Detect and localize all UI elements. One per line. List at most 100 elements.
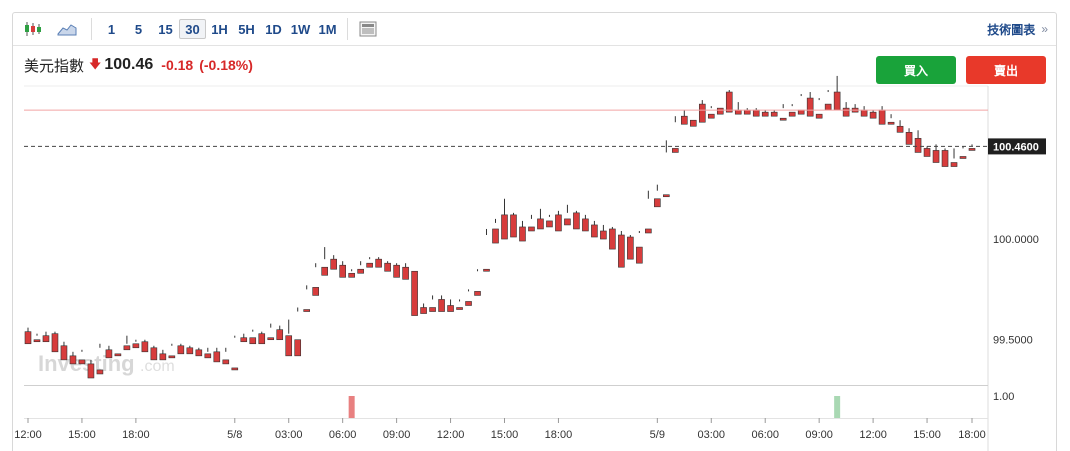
x-tick-label: 09:00 [805, 429, 833, 441]
candle-body [312, 287, 319, 296]
candle-body [788, 111, 796, 117]
candle-body [546, 220, 553, 228]
candle [860, 106, 868, 117]
candle [528, 214, 535, 232]
candle [932, 144, 940, 163]
watermark-suffix: .com [140, 358, 175, 375]
area-chart-icon[interactable] [53, 19, 81, 39]
news-layout-icon[interactable] [354, 19, 382, 39]
candle [366, 257, 373, 268]
candle [303, 285, 311, 312]
price-change: -0.18 [161, 57, 194, 73]
timeframe-1h[interactable]: 1H [211, 21, 228, 37]
technical-chart-label: 技術圖表 [987, 22, 1036, 37]
candle-body [564, 218, 571, 226]
candle [420, 303, 427, 314]
candle [339, 261, 346, 278]
candle-body [168, 355, 176, 359]
candle [519, 220, 526, 242]
timeframe-1w[interactable]: 1W [290, 21, 311, 37]
candle [833, 75, 841, 111]
volume-tick-label: 1.00 [993, 391, 1014, 403]
candle-body [384, 262, 391, 272]
candle [627, 235, 634, 260]
sell-button[interactable]: 賣出 [966, 56, 1046, 84]
candle-body [321, 266, 328, 276]
candle-body [195, 349, 203, 357]
timeframe-5h[interactable]: 5H [238, 21, 255, 37]
candle [465, 289, 472, 306]
candle [806, 92, 814, 117]
candle [177, 343, 185, 355]
candle-body [96, 369, 104, 375]
candle-body [150, 347, 158, 361]
investing-watermark: Investing .com [38, 351, 175, 376]
candle-body [438, 299, 445, 312]
candle [600, 224, 607, 240]
candle [240, 333, 248, 343]
candle [357, 261, 364, 274]
toolbar-divider [347, 18, 348, 40]
candle-body [860, 109, 868, 117]
candle-body [654, 198, 661, 208]
candle-body [815, 113, 823, 119]
candle-body [114, 353, 122, 357]
candle-body [869, 111, 877, 119]
candle [582, 214, 589, 232]
technical-chart-link[interactable]: 技術圖表 » [987, 13, 1048, 45]
candle [645, 190, 652, 234]
timeframe-5[interactable]: 5 [134, 21, 143, 37]
candle-body [959, 156, 967, 159]
candle [294, 307, 302, 357]
candle [159, 349, 167, 361]
candle [186, 345, 194, 355]
current-price-label: 100.4600 [993, 141, 1039, 153]
candle [878, 106, 886, 125]
candle [123, 335, 131, 351]
candle [213, 347, 221, 363]
candle-body [249, 337, 257, 345]
candle [402, 263, 409, 280]
x-tick-label: 5/9 [650, 429, 665, 441]
candle-body [896, 125, 904, 133]
x-tick-label: 03:00 [698, 429, 726, 441]
buy-button[interactable]: 買入 [876, 56, 956, 84]
candle [168, 343, 176, 359]
candle [456, 299, 463, 310]
candle [573, 210, 580, 230]
candle [321, 247, 328, 276]
candle-body [285, 335, 293, 357]
candle [725, 90, 733, 113]
candle [663, 140, 670, 198]
x-tick-label: 5/8 [227, 429, 242, 441]
candlestick-chart-icon[interactable] [19, 19, 47, 39]
candle [950, 148, 958, 167]
timeframe-1m[interactable]: 1M [318, 21, 337, 37]
candle-body [555, 214, 562, 232]
candle-body [716, 107, 724, 115]
candle [267, 323, 275, 341]
candle [276, 325, 284, 341]
candle-body [465, 301, 472, 306]
timeframe-15[interactable]: 15 [158, 21, 173, 37]
candle-body [402, 266, 409, 280]
x-tick-label: 03:00 [275, 429, 303, 441]
timeframe-1[interactable]: 1 [107, 21, 116, 37]
candle [312, 263, 319, 296]
candle-body [932, 150, 940, 163]
candle [815, 98, 823, 119]
chart-widget-frame [12, 12, 1057, 451]
candle-body [824, 103, 832, 111]
timeframe-30[interactable]: 30 [179, 19, 206, 39]
candle [698, 100, 706, 123]
x-tick-label: 12:00 [859, 429, 887, 441]
candle-body [537, 218, 544, 230]
x-tick-label: 12:00 [437, 429, 465, 441]
candle [33, 333, 41, 343]
price-change-percent: (-0.18%) [199, 57, 253, 73]
candle-body [105, 349, 113, 359]
candle-body [447, 305, 454, 312]
timeframe-1d[interactable]: 1D [265, 21, 282, 37]
candle-body [797, 109, 805, 115]
